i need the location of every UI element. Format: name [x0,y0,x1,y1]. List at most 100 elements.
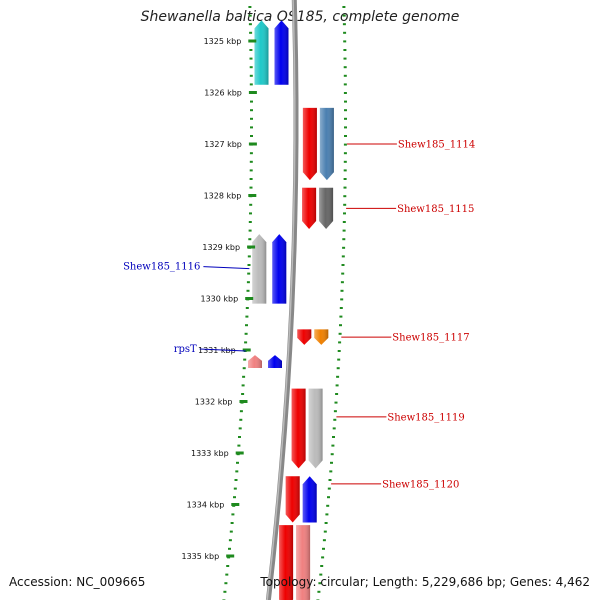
guide-dot-right [342,14,346,17]
guide-dot-right [343,212,346,215]
gene-label[interactable]: Shew185_1114 [346,140,475,151]
gene-label[interactable]: Shew185_1116 [123,262,250,273]
guide-dot-right [330,453,334,456]
guide-dot-right [337,350,341,352]
guide-dot-right [324,522,328,524]
gene-feature[interactable] [319,187,334,229]
gene-label-text: Shew185_1115 [397,204,474,215]
guide-dot-left [244,332,248,335]
guide-dot-left [249,169,253,172]
accession-text: Accession: NC_009665 [9,575,146,589]
gene-label-text: Shew185_1117 [392,333,469,344]
guide-dot-right [344,135,347,137]
gene-label[interactable]: Shew185_1119 [336,412,465,423]
tick-label: 1328 kbp [204,192,242,201]
guide-dot-right [333,410,337,413]
gene-feature[interactable] [274,20,289,85]
guide-dot-left [250,117,253,120]
guide-dot-left [249,160,253,163]
guide-dot-left [249,31,253,34]
guide-dot-left [248,14,252,17]
guide-dot-left [238,436,241,438]
tick-mark [235,451,244,455]
guide-dot-left [250,135,253,137]
guide-dot-right [343,66,347,69]
gene-feature[interactable] [272,234,287,304]
gene-feature[interactable] [285,476,300,523]
guide-dot-left [248,238,252,241]
tick-label: 1331 kbp [198,346,236,355]
guide-dot-right [332,436,335,438]
guide-dot-right [343,203,347,206]
guide-dot-right [330,461,333,464]
guide-dot-right [334,401,338,404]
guide-dot-left [249,203,253,206]
gene-label[interactable]: rpsT [174,344,246,355]
gene-feature[interactable] [308,388,323,469]
tick-label: 1330 kbp [200,295,238,304]
guide-dot-right [322,547,325,550]
guide-dot-left [250,100,253,103]
gene-feature[interactable] [302,476,317,523]
gene-label[interactable]: Shew185_1120 [331,479,459,490]
tick-mark [248,91,257,94]
gene-feature[interactable] [319,107,334,181]
gene-feature[interactable] [254,20,269,85]
guide-dot-right [340,281,344,284]
gene-feature[interactable] [248,355,262,368]
gene-feature[interactable] [252,234,267,304]
guide-dot-left [224,582,228,585]
guide-dot-right [343,195,347,198]
guide-dot-left [249,212,252,215]
gene-feature[interactable] [291,388,306,469]
guide-dot-left [247,264,251,266]
gene-label-text: Shew185_1114 [398,140,475,151]
guide-dot-left [235,470,239,473]
guide-dot-left [248,23,252,26]
guide-dot-right [341,255,345,258]
tick-label: 1334 kbp [187,501,225,510]
guide-dot-right [332,427,336,430]
gene-feature[interactable] [314,329,329,345]
gene-label-text: Shew185_1119 [387,412,464,423]
tick-label: 1335 kbp [181,552,219,561]
guide-dot-right [318,582,322,585]
guide-dot-right [331,444,335,447]
tick-mark [231,503,240,506]
guide-dot-right [323,530,327,533]
guide-dot-right [343,143,347,146]
guide-dot-left [249,152,253,155]
guide-dot-left [242,367,246,370]
guide-dot-right [343,57,347,60]
guide-dot-left [249,66,253,69]
gene-feature[interactable] [279,525,294,600]
guide-dot-left [233,496,236,499]
gene-feature[interactable] [297,329,312,345]
tick-label: 1327 kbp [204,140,242,149]
guide-dot-right [338,332,342,335]
tick-mark [248,142,257,146]
guide-dot-left [226,565,230,567]
gene-label[interactable]: Shew185_1117 [341,333,470,344]
gene-feature[interactable] [302,107,317,181]
tick-mark [248,39,257,43]
guide-dot-left [246,289,250,292]
tick-mark [226,554,235,558]
guide-dot-left [249,57,253,60]
guide-dot-left [249,74,253,77]
guide-dot-right [342,6,346,8]
guide-dot-right [344,100,347,103]
guide-dot-right [328,479,332,481]
gene-feature[interactable] [268,355,282,368]
gene-feature[interactable] [296,525,311,600]
gene-feature[interactable] [302,187,317,229]
guide-dot-right [326,504,330,507]
guide-dot-left [247,255,251,258]
guide-dot-right [341,272,345,275]
guide-dot-right [338,341,342,344]
guide-dot-right [319,573,323,576]
guide-dot-left [236,461,239,464]
gene-label[interactable]: Shew185_1115 [346,204,474,215]
guide-dot-right [339,324,342,327]
guide-dot-left [248,229,252,232]
